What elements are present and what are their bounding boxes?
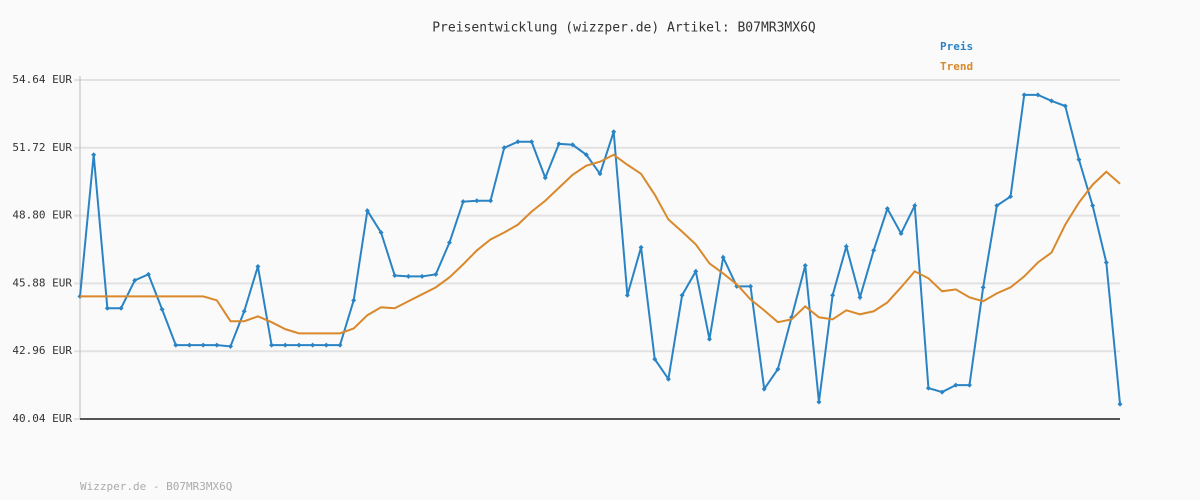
point-marker: [775, 366, 781, 372]
point-marker: [446, 240, 452, 246]
point-marker: [186, 342, 192, 348]
point-marker: [611, 129, 617, 135]
point-marker: [597, 171, 603, 177]
point-marker: [474, 198, 480, 204]
point-marker: [145, 271, 151, 277]
footer: Wizzper.de - B07MR3MX6Q: [80, 480, 232, 493]
point-marker: [816, 399, 822, 405]
y-tick-label: 40.04 EUR: [12, 412, 72, 425]
point-marker: [529, 139, 535, 145]
point-marker: [132, 277, 138, 283]
point-marker: [159, 306, 165, 312]
point-marker: [460, 199, 466, 205]
point-marker: [693, 268, 699, 274]
point-marker: [857, 294, 863, 300]
point-marker: [419, 273, 425, 279]
point-marker: [1008, 194, 1014, 200]
point-marker: [748, 283, 754, 289]
point-marker: [939, 389, 945, 395]
point-marker: [884, 206, 890, 212]
y-tick-label: 42.96 EUR: [12, 344, 72, 357]
point-marker: [706, 336, 712, 342]
point-marker: [351, 297, 357, 303]
point-marker: [898, 230, 904, 236]
point-marker: [912, 203, 918, 209]
point-marker: [118, 305, 124, 311]
point-marker: [966, 382, 972, 388]
point-marker: [488, 198, 494, 204]
point-marker: [679, 292, 685, 298]
point-marker: [364, 208, 370, 214]
point-marker: [720, 254, 726, 260]
point-marker: [542, 175, 548, 181]
legend-entry: Preis: [940, 40, 973, 53]
point-marker: [282, 342, 288, 348]
point-marker: [652, 356, 658, 362]
point-marker: [1117, 401, 1123, 407]
point-marker: [1103, 260, 1109, 266]
point-marker: [570, 142, 576, 148]
point-marker: [994, 203, 1000, 209]
point-marker: [953, 382, 959, 388]
y-tick-label: 54.64 EUR: [12, 73, 72, 86]
point-marker: [392, 273, 398, 279]
point-marker: [200, 342, 206, 348]
chart-title: Preisentwicklung (wizzper.de) Artikel: B…: [432, 21, 816, 36]
point-marker: [214, 342, 220, 348]
point-marker: [501, 145, 507, 151]
point-marker: [378, 230, 384, 236]
point-marker: [228, 343, 234, 349]
point-marker: [665, 376, 671, 382]
point-marker: [269, 342, 275, 348]
point-marker: [802, 263, 808, 269]
point-marker: [337, 342, 343, 348]
point-marker: [310, 342, 316, 348]
point-marker: [1090, 203, 1096, 209]
point-marker: [255, 263, 261, 269]
point-marker: [1076, 157, 1082, 163]
point-marker: [556, 141, 562, 147]
point-marker: [405, 273, 411, 279]
point-marker: [1035, 92, 1041, 98]
point-marker: [980, 284, 986, 290]
point-marker: [173, 342, 179, 348]
point-marker: [843, 243, 849, 249]
point-marker: [830, 292, 836, 298]
point-marker: [91, 152, 97, 158]
series-line: [80, 153, 1121, 335]
point-marker: [761, 386, 767, 392]
point-marker: [433, 271, 439, 277]
point-marker: [515, 139, 521, 145]
legend-entry: Trend: [940, 60, 973, 73]
point-marker: [1049, 98, 1055, 104]
point-marker: [871, 247, 877, 253]
point-marker: [323, 342, 329, 348]
y-tick-label: 45.88 EUR: [12, 276, 72, 289]
y-tick-label: 51.72 EUR: [12, 141, 72, 154]
point-marker: [583, 152, 589, 158]
point-marker: [104, 305, 110, 311]
point-marker: [1062, 103, 1068, 109]
y-tick-label: 48.80 EUR: [12, 209, 72, 222]
point-marker: [638, 244, 644, 250]
point-marker: [624, 292, 630, 298]
point-marker: [296, 342, 302, 348]
series-line: [79, 93, 1121, 405]
point-marker: [241, 308, 247, 314]
point-marker: [1021, 92, 1027, 98]
point-marker: [925, 385, 931, 391]
